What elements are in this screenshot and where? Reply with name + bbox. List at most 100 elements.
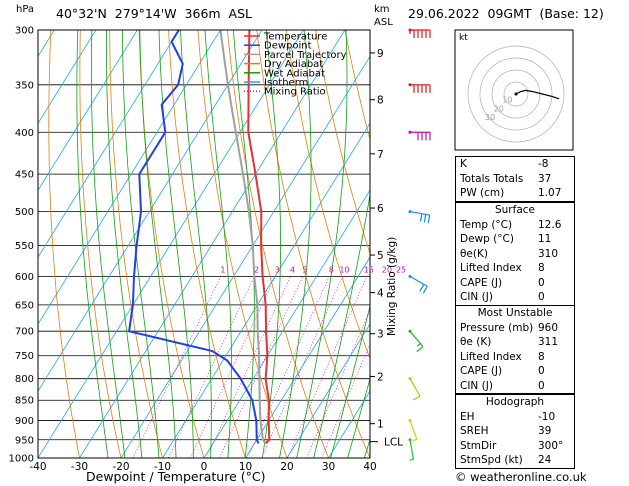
hodograph-ring-label: 30 xyxy=(485,113,495,122)
index-row: PW (cm) 1.07 xyxy=(460,187,562,199)
mixing-ratio-label: 4 xyxy=(290,265,295,274)
legend-entry: Dewpoint xyxy=(264,41,312,52)
legend-entry: Wet Adiabat xyxy=(264,68,325,79)
height-tick-label: 6 xyxy=(377,203,384,215)
hodograph-ring-label: 20 xyxy=(494,104,504,113)
credit: © weatheronline.co.uk xyxy=(455,470,587,484)
height-tick-label: 1 xyxy=(377,419,384,431)
table-title: Surface xyxy=(494,204,535,216)
most-unstable-row: Pressure (mb) 960 xyxy=(460,321,559,334)
wind-barb xyxy=(408,377,421,401)
mixing-ratio-axis-label: Mixing Ratio (g/kg) xyxy=(386,236,398,336)
mixing-ratio-label: 5 xyxy=(302,265,307,274)
pressure-tick-label: 550 xyxy=(15,241,34,252)
series-temperature xyxy=(247,30,271,445)
hodograph-row: EH -10 xyxy=(460,410,556,423)
pressure-tick-label: 800 xyxy=(15,374,34,385)
wind-barb xyxy=(408,419,418,442)
surface-row: CAPE (J) 0 xyxy=(460,276,545,289)
most-unstable-row: Lifted Index 8 xyxy=(460,350,545,363)
datetime-title: 29.06.2022 09GMT (Base: 12) xyxy=(408,6,604,21)
pressure-tick-label: 950 xyxy=(15,435,34,446)
hodograph-trace xyxy=(515,89,560,100)
mixing-ratio-label: 2 xyxy=(254,265,259,274)
height-tick-label: 4 xyxy=(377,288,384,300)
height-tick-label: 9 xyxy=(377,48,384,60)
pressure-tick-label: 750 xyxy=(15,351,34,362)
wind-barbs xyxy=(408,28,431,461)
wind-barb xyxy=(408,28,431,38)
pressure-tick-label: 650 xyxy=(15,300,34,311)
hodograph-unit: kt xyxy=(459,33,468,43)
height-tick-label: 3 xyxy=(377,329,384,341)
mixing-ratio-label: 15 xyxy=(364,265,374,274)
wind-barb xyxy=(408,130,431,141)
temp-tick-label: -20 xyxy=(112,461,129,473)
mixing-ratio-label: 1 xyxy=(220,265,225,274)
pressure-tick-label: 300 xyxy=(15,26,34,37)
temp-tick-label: -40 xyxy=(29,461,46,473)
height-tick-label: 7 xyxy=(377,149,384,161)
surface-row: Temp (°C) 12.6 xyxy=(460,218,562,231)
hodograph-row: StmDir 300° xyxy=(460,439,564,452)
table-title: Hodograph xyxy=(485,396,545,408)
table-title: Most Unstable xyxy=(477,307,553,319)
height-unit-km: km xyxy=(374,4,390,15)
index-row: K -8 xyxy=(460,158,549,170)
legend-entry: Mixing Ratio xyxy=(264,87,326,98)
mixing-ratio-label: 10 xyxy=(339,265,349,274)
wind-barb xyxy=(408,438,415,461)
most-unstable-row: CAPE (J) 0 xyxy=(460,365,545,377)
temp-tick-label: -30 xyxy=(71,461,88,473)
hodograph-table: Hodograph EH -10 SREH 39 StmDir 300° StmSpd (kt… xyxy=(455,394,575,469)
wind-barb xyxy=(408,210,431,224)
pressure-tick-label: 700 xyxy=(15,327,34,338)
legend-entry: Parcel Trajectory xyxy=(264,50,347,61)
surface-row: Dewp (°C) 11 xyxy=(460,233,552,245)
indices-table: K -8 Totals Totals 37 PW (cm) 1.07 xyxy=(455,156,575,202)
hodograph-row: SREH 39 xyxy=(460,425,552,437)
x-axis-label: Dewpoint / Temperature (°C) xyxy=(86,469,266,484)
surface-row: θe(K) 310 xyxy=(460,247,559,260)
hodograph-ring-label: 10 xyxy=(502,96,512,105)
pressure-tick-label: 600 xyxy=(15,272,34,283)
index-row: Totals Totals 37 xyxy=(460,172,552,185)
height-tick-label: 2 xyxy=(377,371,384,383)
mixing-ratio-label: 8 xyxy=(329,265,334,274)
legend-entry: Isotherm xyxy=(264,78,308,89)
pressure-tick-label: 1000 xyxy=(9,454,34,465)
pressure-tick-label: 850 xyxy=(15,396,34,407)
legend-entry: Dry Adiabat xyxy=(264,59,323,70)
temp-tick-label: 10 xyxy=(239,461,252,473)
height-tick-label: 5 xyxy=(377,250,384,262)
pressure-tick-label: 500 xyxy=(15,207,34,218)
wind-barb xyxy=(408,83,431,93)
temp-tick-label: -10 xyxy=(154,461,171,473)
height-tick-label: 8 xyxy=(377,95,384,107)
height-unit-asl: ASL xyxy=(374,17,393,28)
lcl-label: LCL xyxy=(384,437,403,449)
series-parcel-trajectory xyxy=(219,30,267,445)
surface-table: Surface Temp (°C) 12.6 Dewp (°C) 11 θe(K) 310 L… xyxy=(455,202,575,306)
wind-barb xyxy=(408,329,424,353)
surface-row: Lifted Index 8 xyxy=(460,262,545,274)
most-unstable-table: Most Unstable Pressure (mb) 960 θe (K) 311 Li… xyxy=(455,305,575,394)
mixing-ratio-label: 3 xyxy=(275,265,280,274)
mixing-ratio-label: 25 xyxy=(396,265,406,274)
pressure-tick-label: 900 xyxy=(15,416,34,427)
most-unstable-row: CIN (J) 0 xyxy=(460,379,545,392)
mixing-ratio-label: 20 xyxy=(382,265,392,274)
hodograph-row: StmSpd (kt) 24 xyxy=(460,454,552,466)
temp-tick-label: 40 xyxy=(363,461,376,473)
temp-tick-label: 30 xyxy=(322,461,335,473)
legend-entry: Temperature xyxy=(263,32,327,43)
pressure-tick-label: 400 xyxy=(15,128,34,139)
pressure-tick-label: 450 xyxy=(15,170,34,181)
temp-tick-label: 20 xyxy=(280,461,293,473)
pressure-tick-label: 350 xyxy=(15,80,34,91)
pressure-unit: hPa xyxy=(16,4,35,15)
surface-row: CIN (J) 0 xyxy=(460,291,545,303)
wind-barb xyxy=(408,274,428,294)
